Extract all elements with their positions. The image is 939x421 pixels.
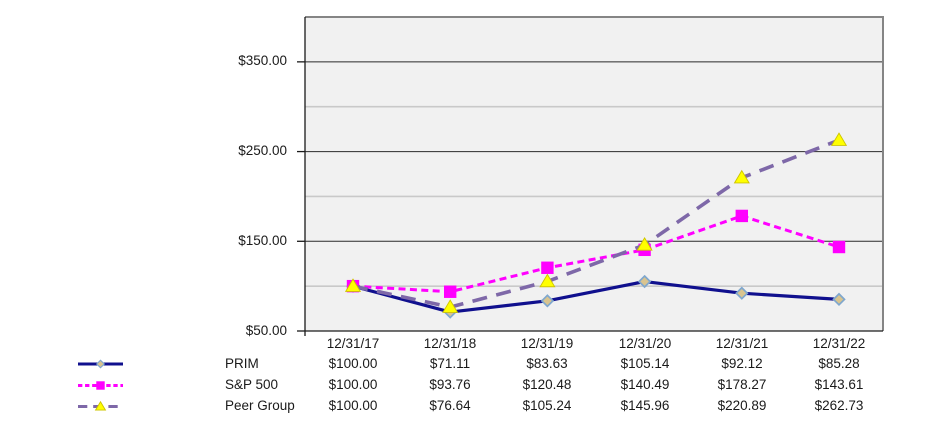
table-cell: $85.28 bbox=[818, 356, 860, 371]
series-label-prim: PRIM bbox=[225, 356, 259, 371]
x-axis-label: 12/31/18 bbox=[423, 336, 477, 351]
marker-square bbox=[444, 285, 457, 298]
marker-triangle bbox=[830, 132, 848, 146]
table-cell: $105.24 bbox=[522, 398, 572, 413]
marker-square bbox=[541, 261, 554, 274]
marker-diamond bbox=[540, 294, 555, 308]
marker-diamond bbox=[735, 286, 749, 300]
x-axis-label: 12/31/20 bbox=[618, 336, 672, 351]
x-axis-label: 12/31/19 bbox=[520, 336, 574, 351]
marker-triangle bbox=[539, 273, 556, 288]
marker-square bbox=[96, 381, 105, 390]
y-axis-label: $150.00 bbox=[238, 233, 287, 248]
table-cell: $220.89 bbox=[717, 398, 767, 413]
marker-square bbox=[832, 240, 846, 254]
plot-area bbox=[305, 17, 883, 331]
table-cell: $76.64 bbox=[429, 398, 471, 413]
marker-triangle bbox=[344, 278, 362, 292]
marker-square bbox=[735, 209, 748, 223]
marker-triangle bbox=[733, 169, 750, 184]
marker-diamond bbox=[637, 274, 652, 289]
series-line-s-p-500 bbox=[352, 214, 840, 294]
table-cell: $262.73 bbox=[814, 398, 864, 413]
table-cell: $100.00 bbox=[328, 377, 378, 392]
x-axis-label: 12/31/21 bbox=[715, 336, 769, 351]
series-line-peer-group bbox=[352, 138, 840, 309]
marker-triangle bbox=[94, 400, 107, 411]
marker-diamond bbox=[832, 292, 846, 307]
y-axis-label: $50.00 bbox=[245, 323, 287, 338]
table-cell: $143.61 bbox=[814, 377, 864, 392]
table-cell: $100.00 bbox=[328, 356, 378, 371]
table-cell: $92.12 bbox=[721, 356, 763, 371]
series-line-prim bbox=[352, 279, 840, 314]
table-cell: $71.11 bbox=[429, 356, 471, 371]
marker-triangle bbox=[636, 237, 653, 251]
x-axis-label: 12/31/22 bbox=[812, 336, 866, 351]
table-cell: $145.96 bbox=[620, 398, 670, 413]
x-axis-label: 12/31/17 bbox=[326, 336, 380, 351]
y-axis-label: $350.00 bbox=[238, 53, 287, 68]
marker-triangle bbox=[442, 299, 459, 313]
table-cell: $100.00 bbox=[328, 398, 378, 413]
table-cell: $83.63 bbox=[526, 356, 568, 371]
table-cell: $93.76 bbox=[429, 377, 471, 392]
table-cell: $120.48 bbox=[522, 377, 572, 392]
marker-diamond bbox=[95, 359, 106, 369]
series-label-sp500: S&P 500 bbox=[225, 377, 279, 392]
table-cell: $178.27 bbox=[717, 377, 767, 392]
series-label-peer-group: Peer Group bbox=[225, 398, 295, 413]
table-cell: $140.49 bbox=[620, 377, 670, 392]
y-axis-label: $250.00 bbox=[238, 143, 287, 158]
plot-border bbox=[305, 16, 884, 331]
table-cell: $105.14 bbox=[620, 356, 670, 371]
